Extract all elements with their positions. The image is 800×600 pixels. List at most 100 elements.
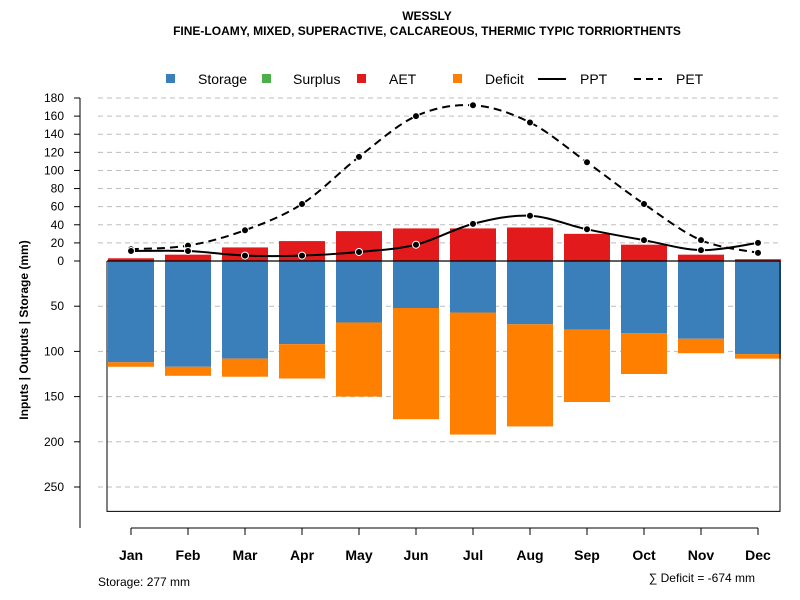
aet-bar xyxy=(165,254,211,261)
y-tick-label: 140 xyxy=(44,127,64,141)
y-tick-label: 40 xyxy=(51,218,65,232)
pet-point xyxy=(241,226,249,235)
legend-pet-label: PET xyxy=(676,71,704,87)
storage-note: Storage: 277 mm xyxy=(98,575,190,589)
legend: Storage Surplus AET Deficit PPT PET xyxy=(166,71,704,87)
legend-storage-swatch xyxy=(166,74,175,83)
legend-aet-swatch xyxy=(357,74,366,83)
x-tick-label: Dec xyxy=(745,547,771,563)
pet-point xyxy=(412,112,420,121)
chart-subtitle: FINE-LOAMY, MIXED, SUPERACTIVE, CALCAREO… xyxy=(173,24,681,38)
storage-bar xyxy=(735,261,781,355)
storage-frame xyxy=(106,261,781,512)
deficit-bar xyxy=(222,358,268,377)
y-tick-label: 250 xyxy=(44,480,64,494)
x-tick-label: Oct xyxy=(632,547,656,563)
y-tick-label: 100 xyxy=(44,163,64,177)
x-tick-label: Nov xyxy=(688,547,715,563)
legend-aet-label: AET xyxy=(389,71,417,87)
y-axis-label: Inputs | Outputs | Storage (mm) xyxy=(17,240,31,419)
pet-point xyxy=(640,199,648,208)
y-tick-label: 50 xyxy=(51,299,65,313)
pet-point xyxy=(754,248,762,257)
legend-surplus-label: Surplus xyxy=(293,71,340,87)
legend-storage-label: Storage xyxy=(198,71,247,87)
ppt-line xyxy=(130,214,759,258)
x-tick-label: Jan xyxy=(119,547,143,563)
ppt-point xyxy=(298,251,306,260)
ppt-point xyxy=(697,246,705,255)
deficit-bar xyxy=(393,308,439,420)
ppt-point xyxy=(583,225,591,234)
y-tick-label: 80 xyxy=(51,182,65,196)
ppt-point xyxy=(241,251,249,260)
pet-point xyxy=(469,101,477,110)
x-tick-label: Jun xyxy=(404,547,429,563)
y-tick-label: 150 xyxy=(44,390,64,404)
x-tick-label: Mar xyxy=(233,547,258,563)
storage-bar xyxy=(165,261,211,367)
deficit-note: ∑ Deficit = -674 mm xyxy=(649,571,755,585)
chart-title: WESSLY xyxy=(402,9,452,23)
deficit-bar xyxy=(279,344,325,379)
ppt-point xyxy=(526,211,534,220)
pet-point xyxy=(526,118,534,127)
aet-bar xyxy=(507,227,553,261)
y-tick-label: 20 xyxy=(51,236,65,250)
ppt-point xyxy=(127,247,135,256)
y-tick-label: 0 xyxy=(57,254,64,268)
pet-point xyxy=(697,236,705,245)
aet-bar xyxy=(450,228,496,261)
x-tick-label: Feb xyxy=(176,547,201,563)
storage-bar xyxy=(564,261,610,330)
storage-bar xyxy=(621,261,667,334)
x-tick-label: Jul xyxy=(463,547,483,563)
deficit-bar xyxy=(735,354,781,359)
pet-line xyxy=(130,104,759,254)
legend-deficit-label: Deficit xyxy=(485,71,524,87)
bars xyxy=(108,227,781,435)
aet-bar xyxy=(108,258,154,261)
storage-bar xyxy=(336,261,382,323)
ppt-point xyxy=(412,240,420,249)
storage-bar xyxy=(678,261,724,339)
aet-bar xyxy=(564,233,610,261)
legend-deficit-swatch xyxy=(453,74,462,83)
x-tick-label: Aug xyxy=(516,547,543,563)
pet-point xyxy=(583,158,591,167)
pet-point xyxy=(298,199,306,208)
deficit-bar xyxy=(165,366,211,376)
storage-bar xyxy=(450,261,496,313)
ppt-point xyxy=(184,247,192,256)
y-tick-label: 180 xyxy=(44,91,64,105)
series-lines xyxy=(127,101,762,260)
deficit-bar xyxy=(507,324,553,427)
y-tick-label: 60 xyxy=(51,200,65,214)
aet-bar xyxy=(678,254,724,261)
y-tick-label: 200 xyxy=(44,435,64,449)
aet-bar xyxy=(336,231,382,261)
plot-frame xyxy=(106,260,781,512)
x-axis: Jan Feb Mar Apr May Jun Jul Aug Sep Oct Nov Dec xyxy=(119,527,771,563)
aet-bar xyxy=(735,259,781,261)
storage-bar xyxy=(279,261,325,345)
legend-ppt-label: PPT xyxy=(580,71,608,87)
deficit-bar xyxy=(621,333,667,374)
ppt-point xyxy=(754,238,762,247)
y-tick-label: 120 xyxy=(44,145,64,159)
storage-bar xyxy=(222,261,268,359)
ppt-point xyxy=(355,247,363,256)
ppt-point xyxy=(640,236,648,245)
aet-bar xyxy=(621,244,667,261)
legend-surplus-swatch xyxy=(262,74,271,83)
x-tick-label: May xyxy=(345,547,372,563)
storage-bar xyxy=(108,261,154,363)
pet-point xyxy=(355,152,363,161)
storage-bar xyxy=(393,261,439,309)
deficit-bar xyxy=(678,338,724,354)
deficit-bar xyxy=(336,322,382,397)
deficit-bar xyxy=(108,362,154,367)
y-tick-label: 100 xyxy=(44,344,64,358)
